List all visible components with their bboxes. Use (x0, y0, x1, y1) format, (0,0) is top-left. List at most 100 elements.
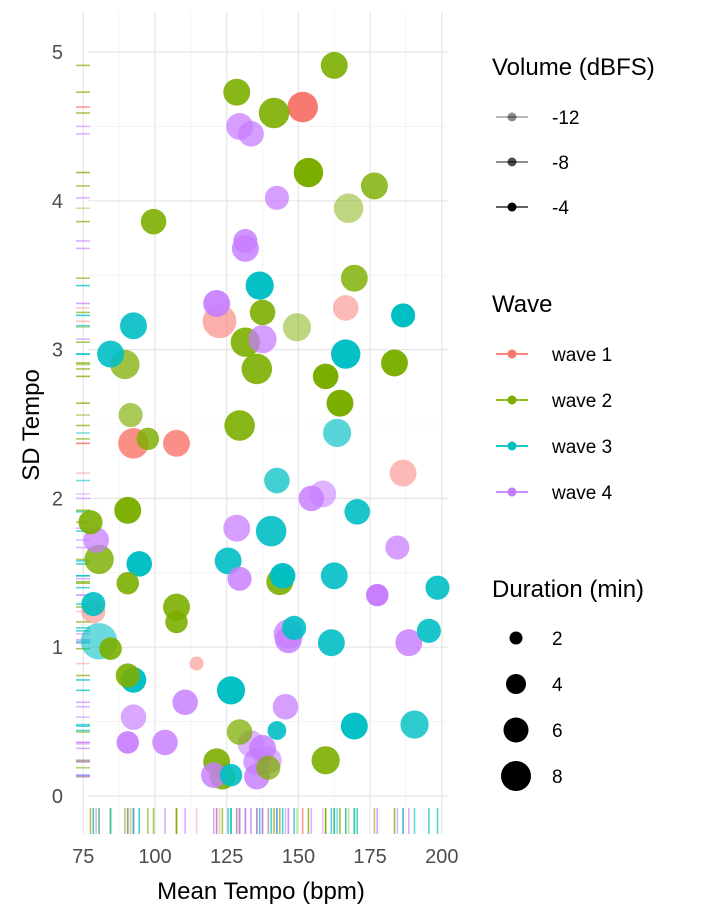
data-point-wave-1 (163, 429, 190, 457)
data-point-wave-4 (227, 566, 252, 591)
data-point-wave-3 (81, 591, 106, 617)
legend-duration-label: 8 (552, 767, 563, 788)
data-point-wave-1 (287, 91, 318, 123)
data-points (78, 51, 450, 790)
data-point-wave-2 (249, 299, 276, 326)
data-point-wave-3 (269, 562, 296, 589)
data-point-wave-4 (201, 762, 227, 788)
legend-volume-label: -8 (552, 153, 569, 174)
legend-wave-label: wave 4 (551, 483, 613, 504)
y-tick-label: 4 (52, 191, 63, 213)
legend-wave-label: wave 2 (551, 391, 612, 412)
legend-volume-label: -12 (552, 108, 579, 129)
data-point-wave-2 (340, 264, 368, 292)
data-point-wave-3 (331, 339, 361, 369)
legend-volume-label: -4 (552, 198, 569, 219)
data-point-wave-2 (320, 51, 348, 79)
legend-duration-key-dot (509, 631, 523, 645)
data-point-wave-3 (267, 721, 287, 740)
x-tick-label: 75 (72, 846, 94, 868)
data-point-wave-2 (312, 363, 339, 390)
x-tick-label: 175 (353, 846, 386, 868)
x-tick-label: 100 (138, 846, 171, 868)
legend-duration-key-dot (501, 761, 531, 791)
data-point-wave-3 (282, 615, 307, 640)
data-point-wave-2 (282, 313, 312, 342)
legend-wave-label: wave 1 (551, 345, 612, 366)
legend-volume-key-dot (507, 157, 517, 167)
legend-duration-label: 2 (552, 629, 563, 650)
legend-volume-key-dot (507, 112, 517, 122)
grid-lines (82, 12, 448, 834)
legend-wave: Wave wave 1 wave 2 wave 3 wave 4 (492, 291, 613, 504)
data-point-wave-2 (241, 353, 273, 385)
data-point-wave-2 (311, 746, 340, 775)
data-point-wave-2 (293, 157, 324, 188)
x-tick-label: 125 (210, 846, 243, 868)
legend-duration-key-dot (506, 674, 526, 694)
legend-volume-keys: -12 -8 -4 (496, 108, 579, 219)
data-point-wave-4 (203, 290, 231, 317)
y-axis-ticks: 0 1 2 3 4 5 (52, 42, 63, 808)
data-point-wave-3 (320, 562, 348, 590)
data-point-wave-3 (97, 340, 125, 368)
y-tick-label: 5 (52, 42, 63, 64)
data-point-wave-4 (264, 185, 289, 210)
data-point-wave-4 (298, 485, 325, 512)
x-tick-label: 200 (425, 846, 458, 868)
data-point-wave-4 (248, 325, 277, 354)
x-tick-label: 150 (282, 846, 315, 868)
data-point-wave-2 (115, 663, 140, 688)
data-point-wave-3 (219, 763, 243, 787)
legend-wave-key-dot (507, 441, 517, 451)
data-point-wave-2 (114, 496, 142, 524)
data-point-wave-1 (189, 656, 204, 671)
legend-duration-label: 6 (552, 721, 563, 742)
data-point-wave-2 (360, 172, 388, 200)
data-point-wave-2 (258, 97, 290, 129)
data-point-wave-3 (245, 271, 274, 300)
data-point-wave-4 (172, 689, 198, 716)
data-point-wave-1 (389, 459, 417, 487)
data-point-wave-3 (391, 303, 416, 328)
legend-duration-keys: 2 4 6 8 (501, 629, 563, 791)
x-axis-title: Mean Tempo (bpm) (157, 878, 365, 905)
data-point-wave-3 (126, 551, 153, 577)
data-point-wave-4 (272, 693, 299, 720)
data-point-wave-4 (223, 514, 251, 542)
data-point-wave-3 (264, 467, 290, 494)
data-point-wave-4 (152, 729, 178, 756)
data-point-wave-2 (116, 571, 140, 595)
y-tick-label: 3 (52, 340, 63, 362)
data-point-wave-3 (344, 499, 370, 525)
data-point-wave-2 (118, 403, 143, 428)
data-point-wave-4 (238, 121, 264, 147)
data-point-wave-2 (165, 610, 188, 634)
data-point-wave-3 (255, 515, 287, 547)
data-point-wave-4 (366, 583, 389, 607)
y-tick-label: 2 (52, 488, 63, 510)
legend-wave-key-dot (507, 487, 517, 497)
y-tick-label: 1 (52, 637, 63, 659)
data-point-wave-2 (224, 410, 255, 441)
data-point-wave-4 (116, 731, 140, 754)
legend-duration-title: Duration (min) (492, 576, 644, 603)
data-point-wave-3 (317, 629, 345, 657)
legend-duration-label: 4 (552, 675, 563, 696)
data-point-wave-2 (256, 755, 281, 780)
legend-wave-label: wave 3 (551, 437, 612, 458)
data-point-wave-2 (226, 719, 253, 745)
legend-duration-key-dot (503, 717, 529, 743)
legend-volume-title: Volume (dBFS) (492, 54, 655, 81)
data-point-wave-3 (400, 710, 429, 739)
data-point-wave-2 (326, 389, 354, 417)
data-point-wave-1 (332, 295, 359, 321)
data-point-wave-2 (78, 510, 103, 535)
legend-wave-key-dot (507, 395, 517, 405)
legend-wave-key-dot (507, 349, 517, 359)
data-point-wave-2 (136, 427, 160, 451)
legend-wave-keys: wave 1 wave 2 wave 3 wave 4 (496, 345, 613, 504)
data-point-wave-3 (216, 676, 246, 705)
data-point-wave-3 (425, 575, 450, 600)
